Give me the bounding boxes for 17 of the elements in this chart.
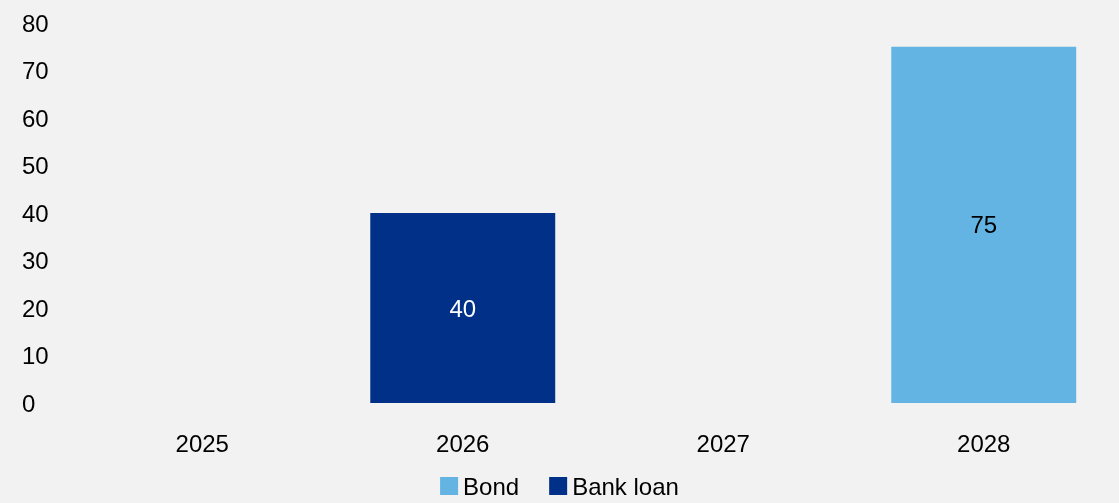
x-tick-label: 2026 [436, 429, 490, 457]
x-tick-label: 2028 [957, 429, 1011, 457]
y-tick-label: 70 [22, 57, 49, 84]
legend-label: Bank loan [572, 472, 679, 500]
y-tick-label: 30 [22, 247, 49, 274]
data-label: 75 [970, 211, 998, 239]
y-tick-label: 60 [22, 104, 49, 132]
y-tick-label: 80 [22, 9, 49, 37]
legend-label: Bond [463, 472, 520, 500]
y-tick-label: 0 [22, 389, 36, 417]
y-tick-label: 20 [22, 294, 49, 322]
y-tick-label: 50 [22, 152, 49, 179]
x-tick-label: 2025 [175, 429, 229, 457]
y-tick-label: 10 [22, 342, 49, 369]
x-tick-label: 2027 [696, 429, 750, 457]
data-label: 40 [449, 294, 477, 322]
y-tick-label: 40 [22, 199, 49, 227]
